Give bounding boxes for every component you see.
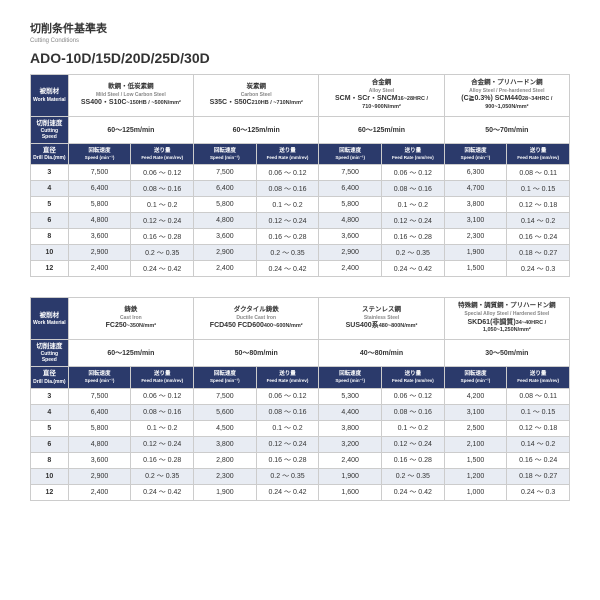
table-row: 46,4000.08 ～ 0.165,6000.08 ～ 0.164,4000.… (31, 404, 570, 420)
conditions-table-2: 被削材Work Material鋳鉄Cast IronFC250~350N/mm… (30, 297, 570, 500)
page-title-jp: 切削条件基準表 (30, 20, 570, 36)
table-row: 37,5000.06 ～ 0.127,5000.06 ～ 0.127,5000.… (31, 165, 570, 181)
conditions-table-1: 被削材Work Material軟鋼・低炭素鋼Mild Steel / Low … (30, 74, 570, 277)
table-row: 122,4000.24 ～ 0.422,4000.24 ～ 0.422,4000… (31, 261, 570, 277)
table-row: 83,6000.16 ～ 0.282,8000.16 ～ 0.282,4000.… (31, 452, 570, 468)
table-row: 64,8000.12 ～ 0.243,8000.12 ～ 0.243,2000.… (31, 436, 570, 452)
page-model: ADO-10D/15D/20D/25D/30D (30, 50, 570, 66)
table-row: 83,6000.16 ～ 0.283,6000.16 ～ 0.283,6000.… (31, 229, 570, 245)
page-title-sub: Cutting Conditions (30, 38, 570, 44)
table-row: 102,9000.2 ～ 0.352,3000.2 ～ 0.351,9000.2… (31, 468, 570, 484)
table-row: 122,4000.24 ～ 0.421,9000.24 ～ 0.421,6000… (31, 484, 570, 500)
table-row: 37,5000.06 ～ 0.127,5000.06 ～ 0.125,3000.… (31, 388, 570, 404)
table-row: 102,9000.2 ～ 0.352,9000.2 ～ 0.352,9000.2… (31, 245, 570, 261)
table-row: 55,8000.1 ～ 0.25,8000.1 ～ 0.25,8000.1 ～ … (31, 197, 570, 213)
table-row: 46,4000.08 ～ 0.166,4000.08 ～ 0.166,4000.… (31, 181, 570, 197)
table-row: 55,8000.1 ～ 0.24,5000.1 ～ 0.23,8000.1 ～ … (31, 420, 570, 436)
table-row: 64,8000.12 ～ 0.244,8000.12 ～ 0.244,8000.… (31, 213, 570, 229)
